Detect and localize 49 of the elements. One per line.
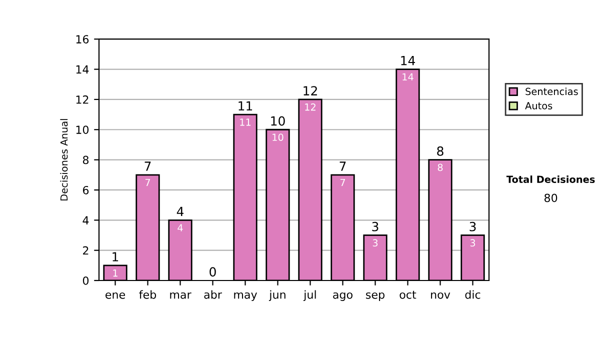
data-label: 4: [178, 224, 183, 232]
data-label: 7: [340, 178, 346, 186]
data-label: 8: [438, 164, 443, 172]
total-label: 14: [401, 56, 415, 66]
x-tick-label: feb: [139, 290, 156, 299]
text: Total Decisiones: [506, 175, 595, 184]
x-tick-label: may: [234, 292, 258, 301]
data-label: 11: [240, 118, 251, 126]
x-tick-label: dic: [465, 290, 480, 299]
legend-label: Sentencias: [526, 88, 578, 96]
y-tick-label: 16: [76, 35, 89, 44]
total-label: 3: [470, 222, 476, 232]
x-tick-label: ene: [106, 292, 126, 299]
y-tick-label: 10: [76, 126, 89, 134]
x-tick-label: nov: [431, 292, 450, 299]
y-tick-label: 2: [83, 246, 88, 255]
data-label: 12: [305, 103, 316, 111]
x-tick-label: jul: [303, 290, 316, 301]
y-tick-label: 14: [76, 65, 89, 74]
x-tick-label: sep: [366, 292, 384, 301]
x-tick-label: abr: [204, 290, 222, 299]
total-label: 10: [271, 116, 285, 126]
data-label: 3: [470, 239, 476, 247]
data-label: 14: [402, 73, 414, 80]
y-tick-label: 6: [82, 186, 89, 194]
legend-label: Autos: [525, 102, 552, 110]
total-label: 7: [144, 162, 151, 171]
y-tick-label: 0: [82, 276, 89, 285]
total-label: 0: [210, 267, 216, 277]
y-tick-label: 4: [82, 216, 89, 224]
y-tick-label: 8: [82, 156, 89, 164]
total-label: 12: [304, 86, 317, 96]
y-tick-label: 12: [76, 95, 88, 104]
data-label: 10: [272, 134, 284, 141]
x-tick-label: oct: [400, 290, 416, 299]
total-label: 1: [112, 252, 118, 262]
text: 80: [544, 194, 558, 202]
data-label: 1: [113, 269, 118, 277]
data-label: 7: [145, 178, 150, 186]
total-label: 11: [238, 101, 252, 110]
data-label: 3: [372, 239, 378, 247]
total-label: 7: [340, 162, 346, 171]
total-label: 4: [176, 206, 184, 216]
x-tick-label: jun: [268, 290, 286, 301]
x-tick-label: ago: [333, 292, 352, 301]
x-tick-label: mar: [170, 292, 192, 299]
y-axis-title: Decisiones Anual: [60, 119, 68, 200]
total-label: 3: [372, 222, 378, 232]
total-label: 8: [437, 146, 444, 156]
